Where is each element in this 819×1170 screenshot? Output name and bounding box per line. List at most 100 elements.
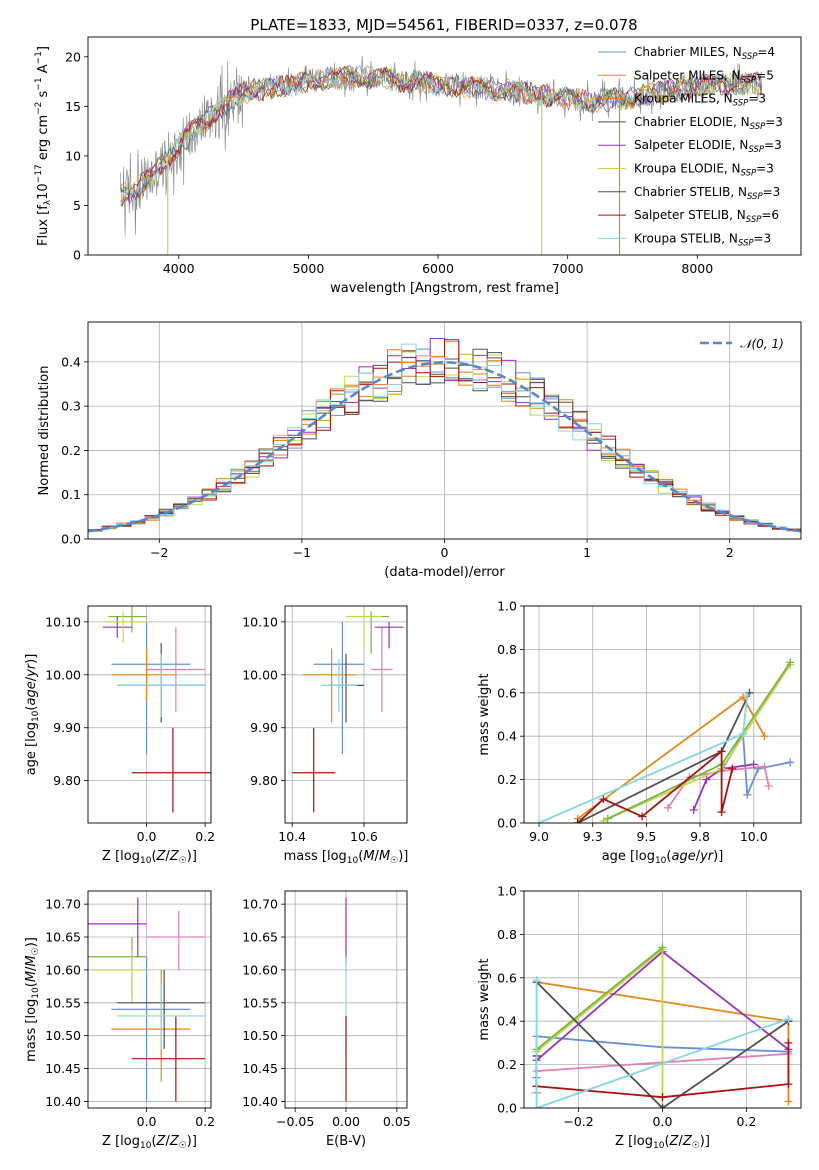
weight-marker xyxy=(689,805,698,814)
x-tick-label: 2 xyxy=(726,545,734,560)
weight-marker xyxy=(573,819,582,823)
x-axis-label: Z [log10(Z/Z☉)] xyxy=(615,1134,710,1151)
y-tick-label: 10.45 xyxy=(45,1061,81,1076)
y-tick-label: 10.55 xyxy=(45,995,81,1010)
weight-marker xyxy=(784,1038,793,1047)
x-tick-label: 0.05 xyxy=(383,1114,411,1129)
y-tick-label: 0.8 xyxy=(497,927,517,942)
x-axis-label: (data-model)/error xyxy=(384,565,505,580)
weight-marker xyxy=(754,764,763,773)
errorbar-point xyxy=(371,627,393,712)
y-axis-label: mass weight xyxy=(477,673,492,755)
x-axis-label: E(B-V) xyxy=(326,1134,366,1149)
errorbar-point xyxy=(292,727,336,813)
weight-marker xyxy=(532,975,541,984)
y-tick-label: 10.40 xyxy=(242,1094,278,1109)
weight-marker xyxy=(599,816,608,823)
legend-label: Chabrier STELIB, NSSP=3 xyxy=(634,185,780,202)
x-tick-label: 10.4 xyxy=(278,829,306,844)
errorbar-point xyxy=(320,658,357,712)
x-tick-label: 9.5 xyxy=(636,829,656,844)
weight-series-line xyxy=(577,749,734,823)
axes-frame xyxy=(284,890,408,1109)
y-tick-label: 9.80 xyxy=(250,773,278,788)
y-tick-label: 15 xyxy=(65,99,81,114)
weight-series-line xyxy=(535,980,789,1108)
panel-age_vs_Z: 0.0 0.2 9.80 9.90 10.00 10.10 Z [log10(Z/Z☉)] a… xyxy=(24,605,215,866)
y-tick-label: 20 xyxy=(65,49,81,64)
weight-marker xyxy=(535,819,544,823)
y-axis-label: age [log10(age/yr)] xyxy=(24,654,41,776)
errorbar-point xyxy=(146,910,206,970)
y-tick-label: 1.0 xyxy=(497,599,517,614)
spectrum-model-line xyxy=(120,64,762,196)
errorbar-point xyxy=(131,1015,206,1102)
legend-label: Kroupa STELIB, NSSP=3 xyxy=(634,231,771,248)
weight-marker xyxy=(663,803,672,812)
ticks: −0.05 0.00 0.05 10.40 10.45 10.50 10.55 10.60 10… xyxy=(242,897,411,1129)
y-tick-label: 10.55 xyxy=(242,995,278,1010)
y-tick-label: 10.60 xyxy=(242,962,278,977)
x-axis-label: age [log10(age/yr)] xyxy=(602,849,724,866)
axes-frame xyxy=(523,605,802,824)
weight-marker xyxy=(532,1104,541,1108)
x-tick-label: 7000 xyxy=(552,261,584,276)
panel-weight_vs_age: 9.0 9.3 9.5 9.8 10.0 0.0 0.2 0.4 0.6 0.8 1.0 age [l… xyxy=(477,599,802,866)
x-axis-label: mass [log10(M/M☉)] xyxy=(284,849,409,866)
errorbar-point xyxy=(102,616,132,638)
panel-residuals: −2 −1 0 1 2 0.0 0.1 0.2 0.3 0.4 (data-model)/error… xyxy=(37,321,802,580)
x-tick-label: 10.6 xyxy=(350,829,378,844)
y-tick-label: 0.6 xyxy=(497,970,517,985)
panel-age_vs_mass: 10.4 10.6 9.80 9.90 10.00 10.10 mass [log10(M/… xyxy=(242,605,409,866)
x-axis-label: Z [log10(Z/Z☉)] xyxy=(102,849,197,866)
y-tick-label: 10.10 xyxy=(242,614,278,629)
errorbar-point xyxy=(146,627,206,712)
y-axis-label: Normed distribution xyxy=(37,366,52,496)
spectrum-model-line xyxy=(120,66,762,207)
x-tick-label: 4000 xyxy=(163,261,195,276)
y-tick-label: 9.90 xyxy=(250,720,278,735)
y-tick-label: 10 xyxy=(65,148,81,163)
plot-area xyxy=(102,606,211,813)
y-tick-label: 10.50 xyxy=(242,1028,278,1043)
ticks: −2 −1 0 1 2 0.0 0.1 0.2 0.3 0.4 xyxy=(61,354,734,560)
weight-marker xyxy=(784,1015,793,1024)
legend-label: Salpeter STELIB, NSSP=6 xyxy=(634,208,779,225)
y-tick-label: 5 xyxy=(73,198,81,213)
y-tick-label: 0.8 xyxy=(497,642,517,657)
weight-marker xyxy=(784,1097,793,1106)
errorbar-point xyxy=(105,611,147,644)
y-tick-label: 0 xyxy=(73,248,81,263)
panel-weight_vs_Z: −0.2 0.0 0.2 0.0 0.2 0.4 0.6 0.8 1.0 Z [log10(Z/Z… xyxy=(477,884,802,1151)
errorbar-point xyxy=(346,606,382,649)
weight-marker xyxy=(658,1093,667,1102)
ticks: −0.2 0.0 0.2 0.0 0.2 0.4 0.6 0.8 1.0 xyxy=(497,884,756,1130)
y-tick-label: 0.1 xyxy=(61,487,81,502)
weight-marker xyxy=(728,764,737,773)
y-axis-label: Flux [fλ10−17 erg cm−2 s−1 A−1] xyxy=(34,46,53,246)
x-tick-label: 6000 xyxy=(422,261,454,276)
spectrum-model-line xyxy=(120,65,762,205)
legend-label: Chabrier MILES, NSSP=4 xyxy=(634,45,775,62)
spectrum-model-line xyxy=(120,65,762,197)
y-tick-label: 0.4 xyxy=(61,354,81,369)
legend-label: Salpeter ELODIE, NSSP=3 xyxy=(634,138,782,155)
errorbar-point xyxy=(374,621,404,649)
legend-label: Chabrier ELODIE, NSSP=3 xyxy=(634,115,783,132)
y-tick-label: 10.60 xyxy=(45,962,81,977)
axes-frame xyxy=(87,36,802,256)
axes-frame xyxy=(523,890,802,1109)
errorbar-point xyxy=(111,648,176,702)
weight-marker xyxy=(638,812,647,821)
y-tick-label: 10.10 xyxy=(45,614,81,629)
weight-marker xyxy=(743,790,752,799)
gaussian-curve xyxy=(88,360,801,533)
ticks: 0.0 0.2 10.40 10.45 10.50 10.55 10.60 10.65 10.7… xyxy=(45,897,215,1129)
weight-marker xyxy=(760,732,769,741)
errorbar-point xyxy=(117,983,206,1049)
x-tick-label: 9.3 xyxy=(583,829,603,844)
histogram-step xyxy=(88,343,801,532)
y-axis-label: mass weight xyxy=(477,958,492,1040)
legend-label: 𝒩(0, 1) xyxy=(740,337,784,351)
